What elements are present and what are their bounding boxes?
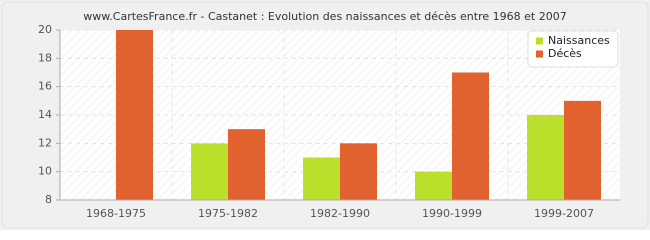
x-tick-label: 1968-1975 (86, 207, 146, 220)
bars (116, 30, 601, 200)
chart: www.CartesFrance.fr - Castanet : Evoluti… (0, 0, 650, 230)
legend-box (527, 30, 619, 68)
page: {"chart_data": {"type": "bar", "title": … (0, 0, 650, 230)
x-tick-label: 1999-2007 (534, 207, 594, 220)
bar (527, 115, 564, 200)
y-tick-label: 16 (38, 80, 52, 93)
y-tick-label: 10 (38, 165, 52, 178)
legend-label: Décès (548, 47, 582, 60)
y-tick-label: 12 (38, 136, 52, 149)
bar (452, 72, 489, 200)
y-tick-label: 18 (38, 51, 52, 64)
bar (564, 100, 601, 200)
bar (415, 171, 452, 200)
legend-swatch (536, 37, 543, 45)
bar (303, 157, 340, 200)
bar (191, 143, 228, 200)
x-tick-label: 1990-1999 (422, 207, 482, 220)
bar (228, 129, 265, 200)
x-tick-label: 1975-1982 (198, 207, 258, 220)
chart-title: www.CartesFrance.fr - Castanet : Evoluti… (83, 10, 566, 23)
y-tick-label: 8 (45, 193, 52, 206)
bar (340, 143, 377, 200)
y-tick-label: 20 (38, 23, 52, 36)
x-tick-label: 1982-1990 (310, 207, 370, 220)
bar (116, 30, 153, 200)
legend-swatch (536, 50, 543, 58)
y-tick-label: 14 (38, 108, 52, 121)
legend-label: Naissances (548, 34, 610, 47)
